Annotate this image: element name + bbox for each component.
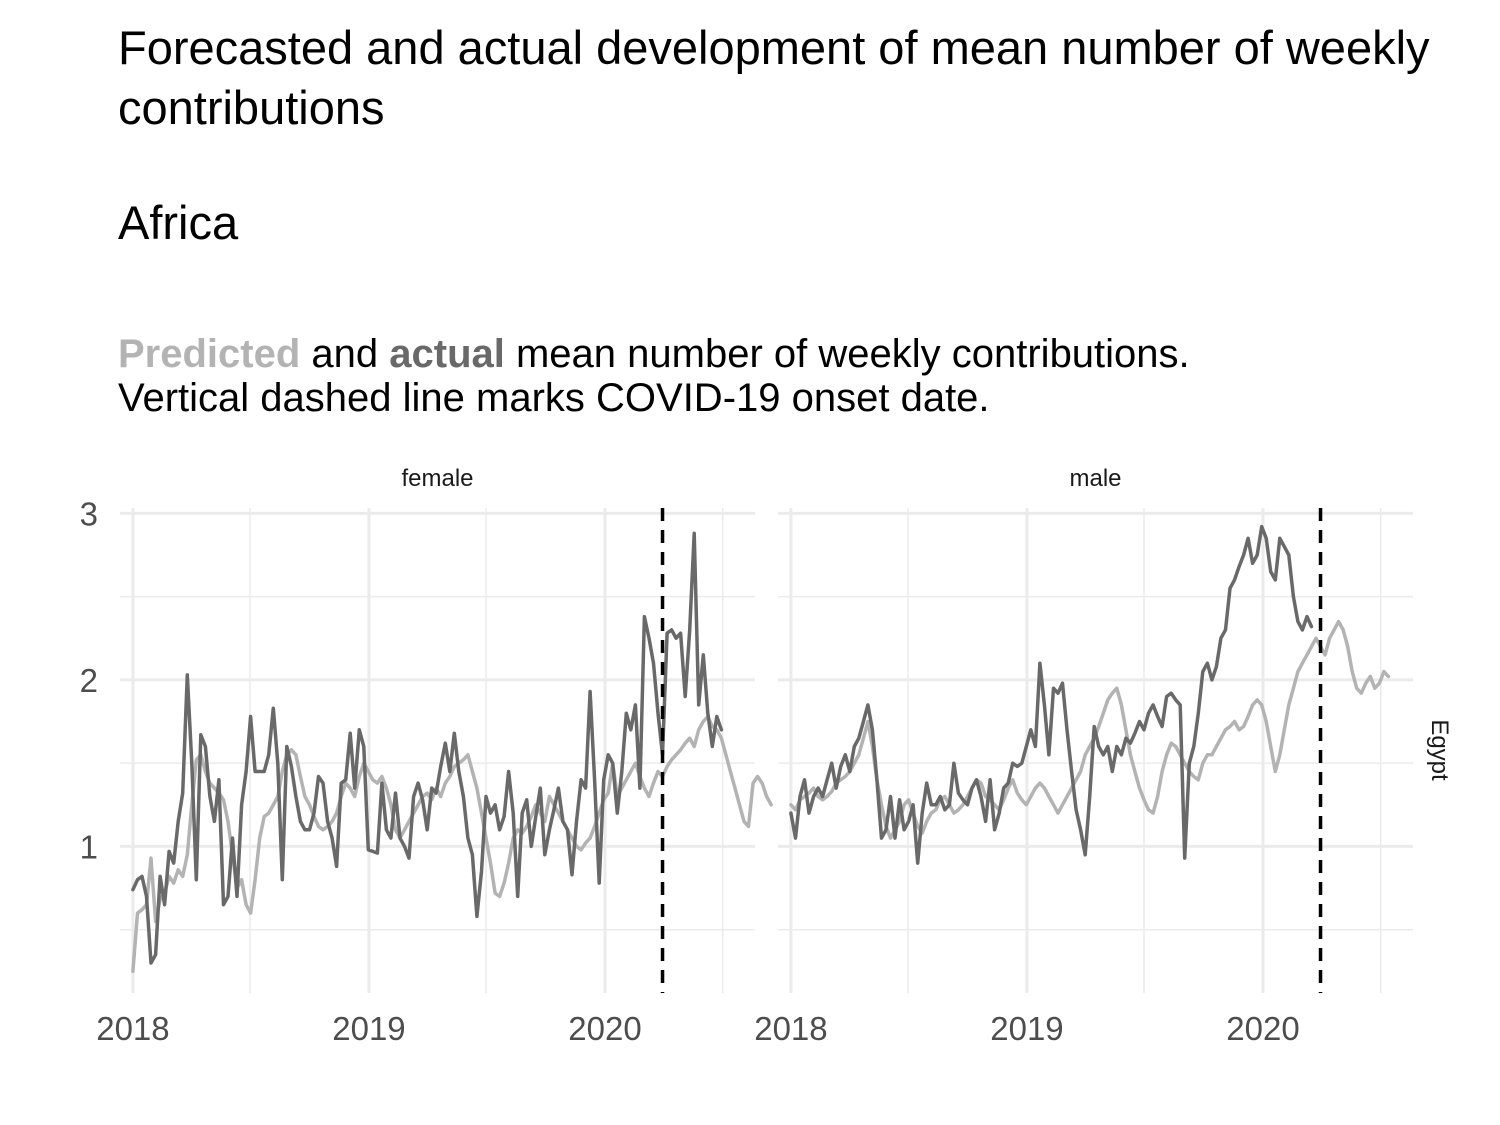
y-tick-label: 1: [80, 828, 98, 865]
x-tick-label: 2020: [1226, 1010, 1299, 1047]
subtitle-line-2: Vertical dashed line marks COVID-19 onse…: [118, 376, 990, 420]
x-tick-label: 2018: [96, 1010, 169, 1047]
x-tick-label: 2019: [332, 1010, 405, 1047]
subtitle-and-word: and: [300, 332, 390, 376]
x-tick-label: 2018: [754, 1010, 827, 1047]
row-label: Egypt: [1426, 719, 1453, 781]
x-tick-label: 2020: [568, 1010, 641, 1047]
chart-title: Forecasted and actual development of mea…: [118, 21, 1430, 134]
x-tick-label: 2019: [990, 1010, 1063, 1047]
subtitle-actual-word: actual: [389, 332, 505, 376]
subtitle-predicted-word: Predicted: [118, 332, 301, 376]
panel-label-male: male: [1069, 465, 1121, 492]
subtitle-line1-rest: mean number of weekly contributions.: [504, 332, 1190, 376]
subtitle-line-1: Predicted and actual mean number of week…: [118, 332, 1488, 376]
region-heading: Africa: [118, 196, 239, 249]
y-tick-label: 3: [80, 495, 98, 532]
predicted-line-male: [789, 619, 1391, 840]
chart-subtitle: Predicted and actual mean number of week…: [118, 332, 1488, 420]
actual-line-female: [131, 531, 724, 965]
panel-label-female: female: [401, 465, 473, 492]
actual-line-male: [789, 524, 1314, 865]
y-tick-label: 2: [80, 662, 98, 699]
